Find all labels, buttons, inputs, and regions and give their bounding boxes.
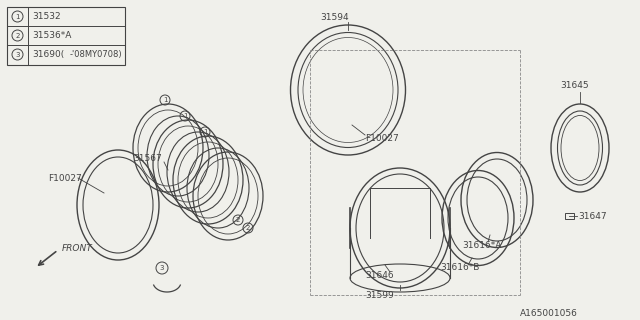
Bar xyxy=(7,7,125,65)
Text: F10027: F10027 xyxy=(48,173,82,182)
Text: 31616*B: 31616*B xyxy=(440,263,479,273)
Text: 1: 1 xyxy=(203,129,207,135)
Text: 1: 1 xyxy=(15,13,20,20)
Text: F10027: F10027 xyxy=(365,133,399,142)
Text: FRONT: FRONT xyxy=(62,244,93,252)
Text: 31647: 31647 xyxy=(578,212,607,220)
Text: 31567: 31567 xyxy=(133,154,162,163)
Text: 31599: 31599 xyxy=(365,291,394,300)
Text: 1: 1 xyxy=(163,97,167,103)
Text: 31616*A: 31616*A xyxy=(462,241,501,250)
Text: 1: 1 xyxy=(183,113,188,119)
Text: 2: 2 xyxy=(236,217,240,223)
Text: A165001056: A165001056 xyxy=(520,308,578,317)
Text: 31646: 31646 xyxy=(365,271,394,281)
Text: 2: 2 xyxy=(246,225,250,231)
Bar xyxy=(565,213,574,219)
Text: 31690(: 31690( xyxy=(32,50,64,59)
Text: 2: 2 xyxy=(15,33,20,38)
Text: -'08MY0708): -'08MY0708) xyxy=(70,50,123,59)
Text: 31536*A: 31536*A xyxy=(32,31,72,40)
Text: 3: 3 xyxy=(15,52,20,58)
Text: 31645: 31645 xyxy=(560,81,589,90)
Text: 3: 3 xyxy=(160,265,164,271)
Text: 31532: 31532 xyxy=(32,12,61,21)
Text: 31594: 31594 xyxy=(320,12,349,21)
